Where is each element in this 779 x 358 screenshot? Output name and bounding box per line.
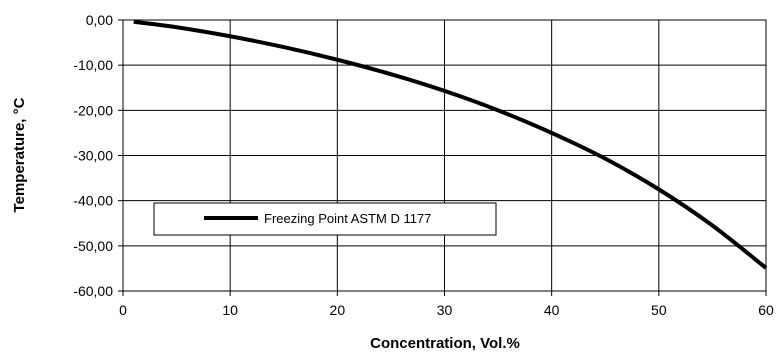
tick-labels: 0 10 20 30 40 50 60 0,00 -10,00 -20,00 -30,00 -40,0… (73, 12, 774, 318)
series-lines (133, 19, 768, 270)
y-tick-label: -60,00 (73, 283, 113, 299)
y-tick-label: -30,00 (73, 148, 113, 164)
y-tick-label: -40,00 (73, 193, 113, 209)
x-tick-label: 60 (758, 302, 774, 318)
grid (118, 19, 767, 296)
x-tick-label: 50 (651, 302, 667, 318)
y-tick-label: -50,00 (73, 238, 113, 254)
x-axis-title: Concentration, Vol.% (370, 335, 520, 352)
x-tick-label: 0 (119, 302, 127, 318)
y-tick-label: -10,00 (73, 57, 113, 73)
x-tick-label: 40 (544, 302, 560, 318)
x-tick-label: 30 (437, 302, 453, 318)
x-tick-label: 20 (330, 302, 346, 318)
y-tick-label: -20,00 (73, 102, 113, 118)
series-line (133, 19, 768, 270)
legend-label: Freezing Point ASTM D 1177 (264, 211, 431, 226)
y-tick-label: 0,00 (86, 12, 113, 28)
legend: Freezing Point ASTM D 1177 (153, 202, 497, 236)
x-tick-label: 10 (222, 302, 238, 318)
y-axis-title: Temperature, °C (11, 97, 28, 212)
